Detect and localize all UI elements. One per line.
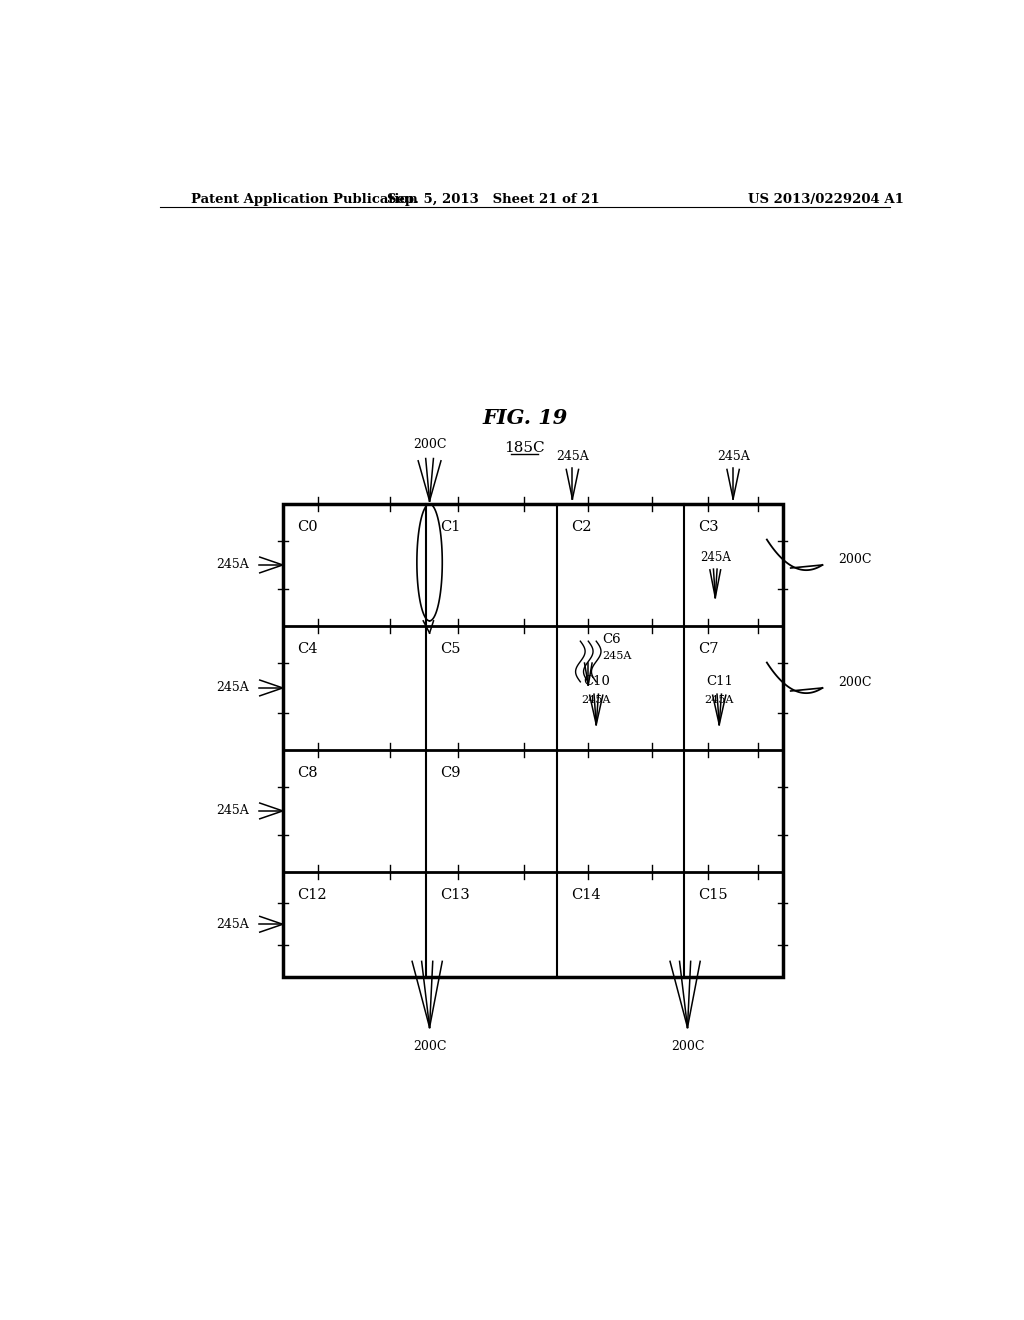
Text: C13: C13	[440, 888, 470, 902]
Text: C8: C8	[297, 766, 317, 780]
Text: C0: C0	[297, 520, 317, 535]
Text: 245A: 245A	[556, 450, 589, 463]
Text: US 2013/0229204 A1: US 2013/0229204 A1	[749, 193, 904, 206]
Text: FIG. 19: FIG. 19	[482, 408, 567, 428]
Text: 245A: 245A	[705, 696, 734, 705]
Text: Sep. 5, 2013   Sheet 21 of 21: Sep. 5, 2013 Sheet 21 of 21	[387, 193, 599, 206]
Text: 200C: 200C	[413, 1040, 446, 1052]
Text: C5: C5	[440, 643, 461, 656]
Text: C7: C7	[697, 643, 718, 656]
Text: 245A: 245A	[217, 917, 250, 931]
Text: 200C: 200C	[671, 1040, 705, 1052]
Text: C4: C4	[297, 643, 317, 656]
Text: C3: C3	[697, 520, 719, 535]
Text: 245A: 245A	[699, 550, 731, 564]
Text: 245A: 245A	[217, 804, 250, 817]
Text: 200C: 200C	[413, 438, 446, 451]
Text: C15: C15	[697, 888, 727, 902]
Text: C10: C10	[583, 675, 609, 688]
Text: 245A: 245A	[717, 450, 750, 463]
Text: 245A: 245A	[582, 696, 611, 705]
Text: 245A: 245A	[602, 651, 632, 661]
Text: C6: C6	[602, 634, 622, 645]
Text: C14: C14	[570, 888, 600, 902]
Text: 245A: 245A	[217, 558, 250, 572]
Text: C2: C2	[570, 520, 591, 535]
Text: 200C: 200C	[839, 676, 871, 689]
Text: C11: C11	[706, 675, 732, 688]
Text: Patent Application Publication: Patent Application Publication	[191, 193, 418, 206]
Text: 245A: 245A	[217, 681, 250, 694]
Text: 200C: 200C	[839, 553, 871, 566]
Text: C1: C1	[440, 520, 460, 535]
Text: C9: C9	[440, 766, 461, 780]
Text: C12: C12	[297, 888, 327, 902]
Text: 185C: 185C	[505, 441, 545, 455]
Bar	[283, 504, 782, 977]
